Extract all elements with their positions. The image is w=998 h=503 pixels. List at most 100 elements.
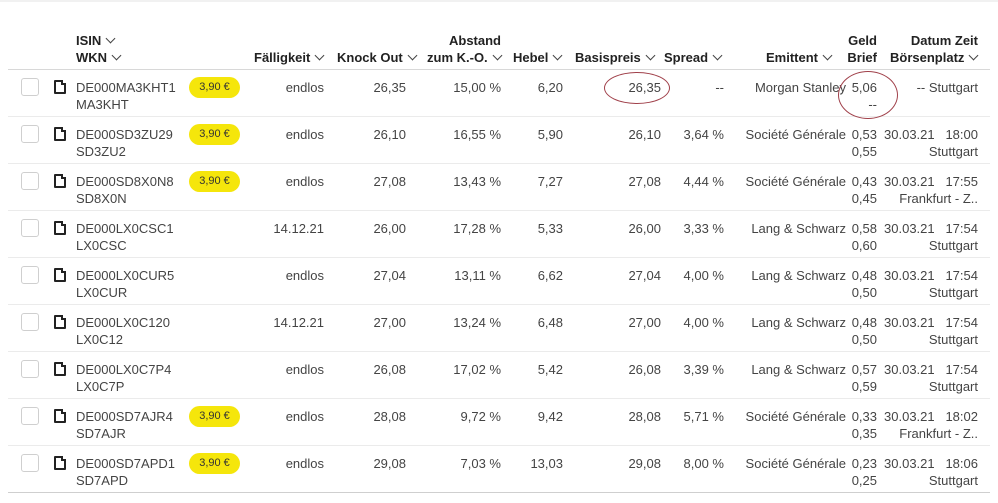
brief: 0,50 [851,285,877,300]
geld: 0,33 [851,409,877,424]
spread: 3,64 % [683,127,724,142]
isin-link[interactable]: DE000MA3KHT1 [76,80,176,95]
annotation-circle-geld-brief [838,71,898,119]
wkn: LX0C12 [76,332,123,347]
boersenplatz: Stuttgart [928,473,978,488]
row-checkbox[interactable] [21,172,39,190]
emittent: Lang & Schwarz [751,221,846,236]
datum-zeit: 30.03.21 17:54 [884,268,978,283]
isin-link[interactable]: DE000LX0C7P4 [76,362,172,377]
row-checkbox[interactable] [21,313,39,331]
sort-emittent[interactable]: Emittent [766,49,833,66]
document-icon[interactable] [54,268,66,282]
emittent: Lang & Schwarz [751,315,846,330]
isin-link[interactable]: DE000LX0CUR5 [76,268,175,283]
hebel: 6,20 [537,80,563,95]
wkn: MA3KHT [76,97,129,112]
datum-zeit: -- Stuttgart [916,80,978,95]
chevron-down-icon [712,50,723,61]
sort-boersenplatz[interactable]: Börsenplatz [890,49,979,66]
abstand: 15,00 % [453,80,501,95]
isin-link[interactable]: DE000SD3ZU29 [76,127,173,142]
document-icon[interactable] [54,174,66,188]
row-checkbox[interactable] [21,125,39,143]
brief: 0,35 [851,426,877,441]
sort-knock-out[interactable]: Knock Out [337,49,418,66]
annotation-circle-basispreis [604,72,670,104]
isin-link[interactable]: DE000SD8X0N8 [76,174,174,189]
knock-out: 27,08 [373,174,406,189]
price-badge: 3,90 € [189,171,240,192]
table-row[interactable]: DE000SD7AJR4 SD7AJR 3,90 € endlos 28,08 … [8,399,990,446]
table-row[interactable]: DE000LX0CUR5 LX0CUR endlos 27,04 13,11 %… [8,258,990,305]
chevron-down-icon [105,33,116,44]
table-row[interactable]: DE000SD3ZU29 SD3ZU2 3,90 € endlos 26,10 … [8,117,990,164]
chevron-down-icon [407,50,418,61]
document-icon[interactable] [54,80,66,94]
sort-hebel[interactable]: Hebel [513,49,563,66]
faelligkeit: endlos [285,362,324,377]
hebel: 9,42 [537,409,563,424]
faelligkeit: endlos [285,80,324,95]
brief: 0,25 [851,473,877,488]
table-row[interactable]: DE000LX0C120 LX0C12 14.12.21 27,00 13,24… [8,305,990,352]
hebel: 5,33 [537,221,563,236]
abstand: 13,11 % [454,268,501,283]
brief: 0,45 [851,191,877,206]
table-row[interactable]: DE000SD8X0N8 SD8X0N 3,90 € endlos 27,08 … [8,164,990,211]
sort-abstand[interactable]: zum K.-O. [427,49,503,66]
abstand: 9,72 % [460,409,501,424]
row-checkbox[interactable] [21,407,39,425]
sort-isin[interactable]: ISIN [76,32,116,49]
document-icon[interactable] [54,221,66,235]
sort-wkn[interactable]: WKN [76,49,122,66]
isin-link[interactable]: DE000LX0C120 [76,315,170,330]
chevron-down-icon [645,50,656,61]
brief: 0,59 [851,379,877,394]
basispreis: 26,08 [628,362,661,377]
hebel: 6,62 [537,268,563,283]
wkn: LX0CUR [76,285,128,300]
table-row[interactable]: DE000LX0C7P4 LX0C7P endlos 26,08 17,02 %… [8,352,990,399]
row-checkbox[interactable] [21,266,39,284]
wkn: LX0CSC [76,238,127,253]
document-icon[interactable] [54,315,66,329]
basispreis: 28,08 [628,409,661,424]
geld: 0,57 [851,362,877,377]
hebel: 5,42 [537,362,563,377]
row-checkbox[interactable] [21,454,39,472]
document-icon[interactable] [54,409,66,423]
document-icon[interactable] [54,456,66,470]
table-row[interactable]: DE000LX0CSC1 LX0CSC 14.12.21 26,00 17,28… [8,211,990,258]
chevron-down-icon [822,50,833,61]
price-badge: 3,90 € [189,406,240,427]
document-icon[interactable] [54,127,66,141]
sort-spread[interactable]: Spread [664,49,723,66]
isin-link[interactable]: DE000LX0CSC1 [76,221,174,236]
knock-out: 26,35 [373,80,406,95]
spread: 8,00 % [683,456,724,471]
knockout-table: ISIN WKN Fälligkeit Knock Out Abstand zu… [8,32,990,493]
geld: 0,48 [851,268,877,283]
table-header: ISIN WKN Fälligkeit Knock Out Abstand zu… [8,32,990,70]
faelligkeit: 14.12.21 [273,315,324,330]
isin-link[interactable]: DE000SD7APD1 [76,456,175,471]
abstand: 17,02 % [453,362,501,377]
abstand: 7,03 % [460,456,501,471]
table-row[interactable]: DE000SD7APD1 SD7APD 3,90 € endlos 29,08 … [8,446,990,493]
abstand: 16,55 % [453,127,501,142]
row-checkbox[interactable] [21,219,39,237]
row-checkbox[interactable] [21,360,39,378]
row-checkbox[interactable] [21,78,39,96]
spread: 3,39 % [683,362,724,377]
basispreis: 26,00 [628,221,661,236]
isin-link[interactable]: DE000SD7AJR4 [76,409,173,424]
spread: -- [715,80,724,95]
document-icon[interactable] [54,362,66,376]
datum-zeit: 30.03.21 17:55 [884,174,978,189]
knock-out: 26,10 [373,127,406,142]
sort-faelligkeit[interactable]: Fälligkeit [254,49,325,66]
sort-basispreis[interactable]: Basispreis [575,49,656,66]
brief: 0,50 [851,332,877,347]
emittent: Société Générale [745,127,846,142]
